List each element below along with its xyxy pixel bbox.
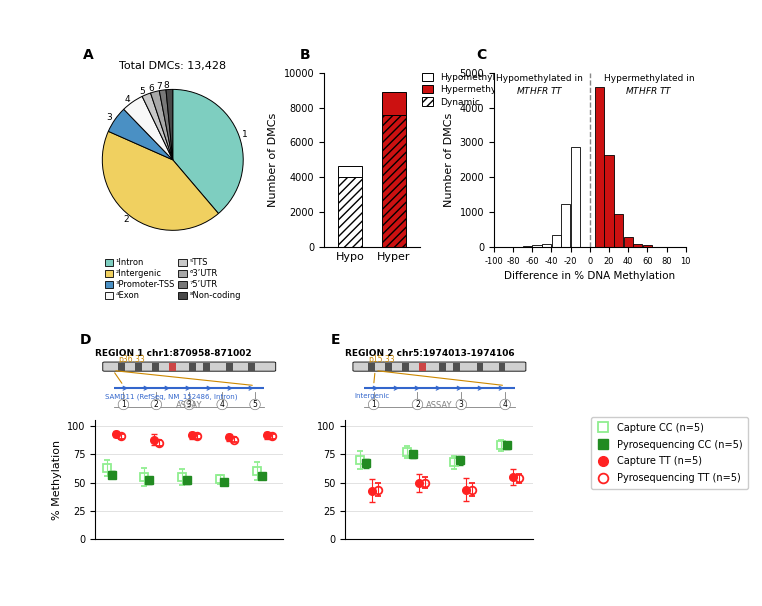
Text: SAMD11 (RefSeq, NM_152486, Intron): SAMD11 (RefSeq, NM_152486, Intron) xyxy=(104,393,237,400)
Y-axis label: Number of DMCs: Number of DMCs xyxy=(444,113,454,207)
Wedge shape xyxy=(159,90,173,160)
Wedge shape xyxy=(151,91,173,160)
Text: Hypermethylated in
$MTHFR$ $TT$: Hypermethylated in $MTHFR$ $TT$ xyxy=(604,75,695,96)
Text: ASSAY: ASSAY xyxy=(176,401,203,410)
Bar xyxy=(440,362,447,370)
Bar xyxy=(604,155,613,247)
Wedge shape xyxy=(123,96,173,160)
Bar xyxy=(382,92,406,115)
Bar xyxy=(562,204,571,247)
Text: 2: 2 xyxy=(154,400,158,409)
Bar xyxy=(453,362,459,370)
Bar xyxy=(552,235,561,247)
Text: 7: 7 xyxy=(156,82,162,91)
Text: 6: 6 xyxy=(149,84,154,93)
Text: 2: 2 xyxy=(415,400,420,409)
Text: 1: 1 xyxy=(242,130,248,139)
Bar xyxy=(476,362,483,370)
Text: p36.33: p36.33 xyxy=(118,356,145,364)
Wedge shape xyxy=(108,109,173,160)
Bar xyxy=(498,362,505,370)
Text: D: D xyxy=(80,333,91,347)
Text: 4: 4 xyxy=(219,400,225,409)
Text: 5: 5 xyxy=(139,87,145,96)
Bar xyxy=(118,362,125,370)
Bar xyxy=(571,147,580,247)
Title: Total DMCs: 13,428: Total DMCs: 13,428 xyxy=(119,61,226,70)
Bar xyxy=(248,362,255,370)
Bar xyxy=(382,115,406,247)
Legend: ¹Intron, ²Intergenic, ³Promoter-TSS, ⁴Exon, ⁵TTS, ⁶3’UTR, ⁷5’UTR, ⁸Non-coding: ¹Intron, ²Intergenic, ³Promoter-TSS, ⁴Ex… xyxy=(101,255,244,304)
Text: 3: 3 xyxy=(187,400,192,409)
Bar xyxy=(169,362,176,370)
Bar xyxy=(189,362,196,370)
Text: REGION 2 chr5:1974013-1974106: REGION 2 chr5:1974013-1974106 xyxy=(345,349,515,358)
Bar xyxy=(643,245,652,247)
Bar xyxy=(533,245,542,247)
Bar xyxy=(386,362,392,370)
Text: A: A xyxy=(83,48,94,62)
Bar xyxy=(614,214,623,247)
Text: Hypomethylated in
$MTHFR$ $TT$: Hypomethylated in $MTHFR$ $TT$ xyxy=(497,75,584,96)
Text: 1: 1 xyxy=(371,400,376,409)
Bar xyxy=(542,244,551,247)
Bar xyxy=(402,362,409,370)
Text: 3: 3 xyxy=(107,113,112,122)
FancyBboxPatch shape xyxy=(103,362,276,371)
Text: 5: 5 xyxy=(253,400,258,409)
Text: REGION 1 chr1:870958-871002: REGION 1 chr1:870958-871002 xyxy=(95,349,252,358)
Bar xyxy=(523,246,532,247)
Bar xyxy=(633,244,642,247)
Bar xyxy=(595,87,604,247)
Bar xyxy=(419,362,426,370)
FancyBboxPatch shape xyxy=(353,362,526,371)
Text: 4: 4 xyxy=(125,95,130,104)
Text: 4: 4 xyxy=(503,400,507,409)
Text: B: B xyxy=(300,48,311,62)
Bar xyxy=(623,236,632,247)
Wedge shape xyxy=(142,93,173,160)
Text: p15.33: p15.33 xyxy=(368,356,395,364)
Bar xyxy=(135,362,142,370)
Y-axis label: Number of DMCs: Number of DMCs xyxy=(268,113,278,207)
Text: Intergenic: Intergenic xyxy=(355,393,390,399)
Text: E: E xyxy=(331,333,340,347)
Bar xyxy=(152,362,158,370)
Y-axis label: % Methylation: % Methylation xyxy=(52,440,62,520)
X-axis label: Difference in % DNA Methylation: Difference in % DNA Methylation xyxy=(504,271,675,281)
Legend: Capture CC (n=5), Pyrosequencing CC (n=5), Capture TT (n=5), Pyrosequencing TT (: Capture CC (n=5), Pyrosequencing CC (n=5… xyxy=(591,417,748,489)
Text: ASSAY: ASSAY xyxy=(426,401,453,410)
Bar xyxy=(338,178,362,247)
Text: 8: 8 xyxy=(164,81,169,90)
Wedge shape xyxy=(166,90,173,160)
Text: 2: 2 xyxy=(123,215,129,224)
Text: 3: 3 xyxy=(459,400,464,409)
Wedge shape xyxy=(173,90,243,213)
Text: C: C xyxy=(476,48,487,62)
Bar xyxy=(338,166,362,178)
Bar xyxy=(368,362,375,370)
Wedge shape xyxy=(102,132,219,230)
Text: 1: 1 xyxy=(121,400,126,409)
Bar xyxy=(226,362,233,370)
Legend: Hypomethylation, Hypermethylation, Dynamic: Hypomethylation, Hypermethylation, Dynam… xyxy=(418,69,525,110)
Bar xyxy=(203,362,210,370)
